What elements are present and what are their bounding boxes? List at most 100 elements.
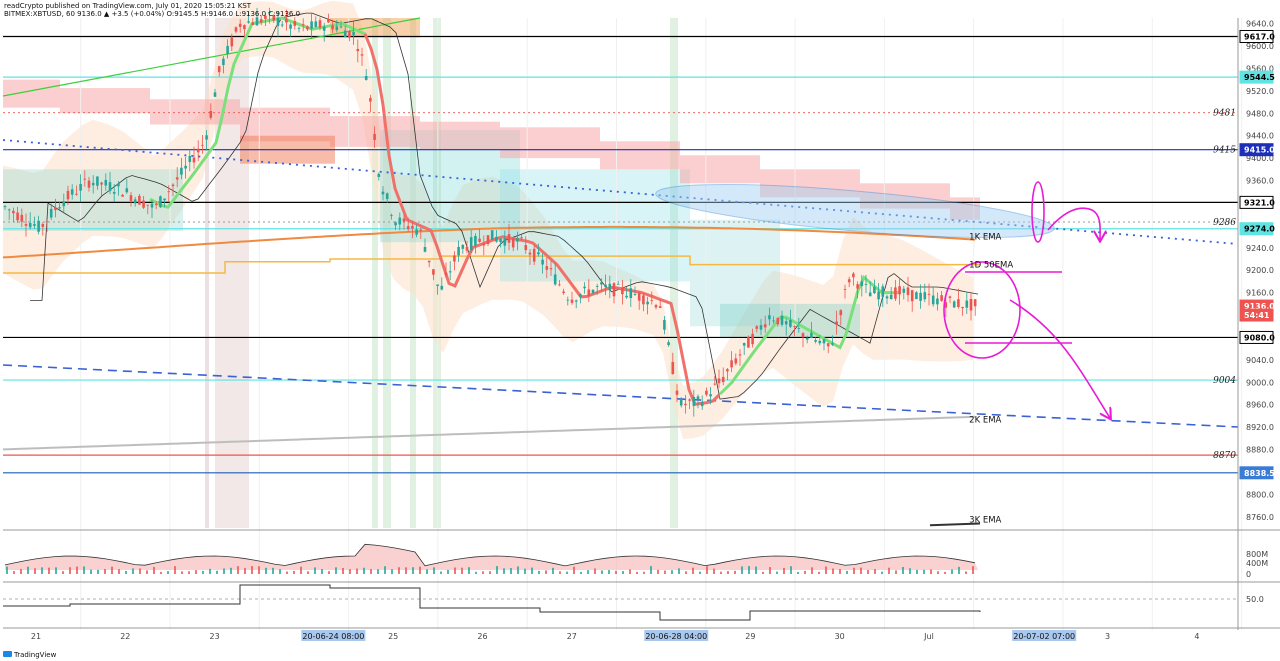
- tradingview-logo[interactable]: TradingView: [3, 651, 57, 659]
- candle-body: [793, 325, 796, 327]
- candle-body: [247, 21, 250, 23]
- volume-bar: [496, 566, 498, 574]
- candle-body: [423, 247, 427, 252]
- candle-body: [100, 182, 103, 185]
- candle-body: [528, 252, 532, 255]
- price-tick: 9360.0: [1246, 177, 1274, 186]
- time-highlight-box: [644, 630, 709, 641]
- volume-bar: [951, 569, 953, 574]
- price-tag-box: [1239, 330, 1274, 344]
- candle-body: [831, 343, 834, 345]
- volume-tick: 0: [1246, 570, 1251, 579]
- ema-3k-line: [929, 522, 981, 527]
- volume-bar: [902, 566, 904, 574]
- time-highlight-text: 20-07-02 07:00: [1013, 632, 1075, 641]
- volume-bar: [678, 568, 680, 574]
- candle-body: [96, 176, 99, 186]
- price-tick: 8880.0: [1246, 446, 1274, 455]
- candle-body: [570, 299, 574, 303]
- candle-body: [129, 195, 133, 202]
- price-tick: 9560.0: [1246, 64, 1274, 73]
- candle-body: [238, 23, 242, 27]
- candle-body: [322, 26, 326, 31]
- candle-body: [16, 212, 19, 221]
- volume-bar: [832, 568, 834, 574]
- candle-body: [301, 24, 305, 26]
- volume-bar: [356, 568, 358, 574]
- candle-body: [936, 298, 939, 305]
- candle-body: [163, 198, 166, 201]
- candle-body: [730, 360, 733, 368]
- candle-body: [873, 286, 876, 294]
- candle-body: [461, 244, 465, 249]
- price-tag-text: 9544.5: [1244, 73, 1275, 82]
- volume-bar: [762, 571, 764, 574]
- volume-bar: [853, 567, 855, 574]
- candle-body: [952, 301, 956, 308]
- volume-bar: [489, 571, 491, 574]
- volume-bar: [790, 566, 792, 574]
- level-label: 9004: [1213, 376, 1236, 386]
- candle-body: [520, 237, 523, 239]
- volume-bar: [342, 568, 344, 574]
- candle-body: [709, 394, 712, 397]
- time-axis: 21 22 23 25 26 27 29 30 Jul 3 4 20-06-24 08:00 20-06…: [3, 627, 1280, 641]
- candle-body: [427, 260, 431, 263]
- price-tag-box: [1239, 308, 1274, 322]
- candle-body: [927, 293, 931, 295]
- candle-body: [734, 358, 738, 364]
- volume-bar: [846, 570, 848, 574]
- volume-bar: [419, 566, 421, 574]
- candle-body: [184, 165, 187, 169]
- candle-body: [49, 208, 53, 218]
- candle-body: [444, 272, 448, 276]
- volume-bar: [783, 568, 785, 574]
- ema-fast-down: [363, 33, 721, 406]
- volume-bar: [804, 570, 806, 574]
- candle-body: [91, 182, 95, 186]
- candle-body: [629, 288, 633, 299]
- candle-body: [558, 284, 561, 286]
- candle-body: [385, 193, 389, 199]
- candle-body: [700, 401, 704, 407]
- candle-body: [310, 21, 313, 29]
- volume-bar: [510, 568, 512, 574]
- volume-bar: [517, 566, 519, 574]
- candle-body: [755, 326, 759, 329]
- candle-body: [83, 178, 87, 180]
- candle-body: [377, 173, 381, 177]
- candle-body: [364, 75, 368, 80]
- candle-body: [348, 30, 351, 38]
- volume-bar: [706, 566, 708, 574]
- candle-body: [826, 343, 830, 347]
- volume-bar: [405, 567, 407, 574]
- price-tick: 9480.0: [1246, 109, 1274, 118]
- candle-body: [54, 207, 57, 211]
- volume-bar: [272, 567, 274, 574]
- candle-body: [810, 332, 813, 339]
- candle-body: [419, 229, 423, 231]
- candle-body: [595, 285, 599, 287]
- candle-body: [251, 22, 255, 25]
- drawn-arrow-down: [1009, 299, 1110, 418]
- volume-bar: [797, 571, 799, 574]
- candle-body: [121, 194, 124, 197]
- volume-bar: [307, 571, 309, 574]
- volume-ma: [4, 543, 976, 567]
- candle-body: [898, 286, 901, 295]
- price-tick: 9600.0: [1246, 42, 1274, 51]
- level-label: 9481: [1213, 109, 1236, 119]
- candle-body: [738, 354, 742, 356]
- candle-body: [108, 182, 112, 192]
- candle-body: [62, 201, 66, 207]
- candle-body: [759, 325, 763, 330]
- volume-bar: [132, 568, 134, 574]
- highlight-ellipse: [655, 184, 1055, 238]
- candle-body: [453, 255, 456, 262]
- price-tag-text: 54:41: [1244, 311, 1270, 320]
- candle-body: [847, 279, 851, 283]
- candle-body: [633, 294, 637, 295]
- candle-body: [805, 337, 809, 340]
